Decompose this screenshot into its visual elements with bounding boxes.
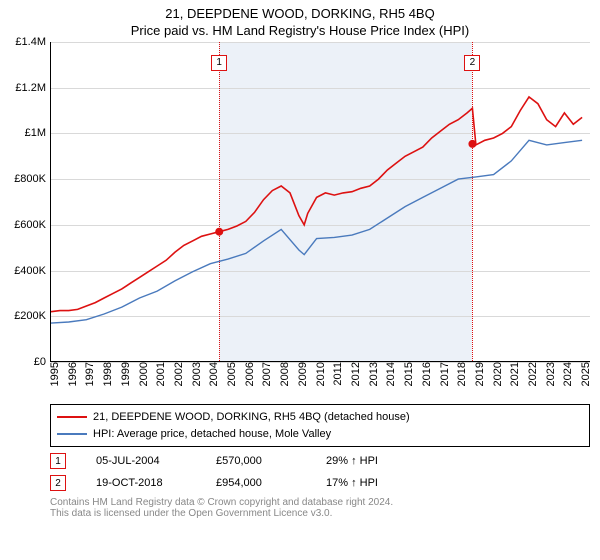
x-axis-label: 2011 bbox=[328, 362, 344, 386]
x-axis-label: 2023 bbox=[541, 362, 557, 386]
y-axis-label: £1.4M bbox=[15, 36, 50, 48]
sale-date: 05-JUL-2004 bbox=[96, 455, 186, 467]
sale-point bbox=[215, 228, 223, 236]
legend-label: HPI: Average price, detached house, Mole… bbox=[93, 426, 331, 443]
legend-row: 21, DEEPDENE WOOD, DORKING, RH5 4BQ (det… bbox=[57, 409, 583, 426]
x-axis-label: 2000 bbox=[134, 362, 150, 386]
x-axis-label: 2021 bbox=[505, 362, 521, 386]
x-axis-label: 1998 bbox=[98, 362, 114, 386]
title-subtitle: Price paid vs. HM Land Registry's House … bbox=[0, 23, 600, 38]
sale-point bbox=[468, 140, 476, 148]
plot-inner: 12 bbox=[50, 42, 590, 362]
chart-area: 12 £0£200K£400K£600K£800K£1M£1.2M£1.4M19… bbox=[50, 42, 590, 362]
chart-container: 21, DEEPDENE WOOD, DORKING, RH5 4BQ Pric… bbox=[0, 0, 600, 519]
x-axis-label: 2003 bbox=[187, 362, 203, 386]
legend-swatch bbox=[57, 433, 87, 435]
chart-svg bbox=[51, 42, 591, 362]
footer: Contains HM Land Registry data © Crown c… bbox=[50, 497, 590, 519]
y-axis-label: £400K bbox=[14, 265, 50, 277]
x-axis-label: 2020 bbox=[488, 362, 504, 386]
x-axis-label: 2013 bbox=[364, 362, 380, 386]
sale-date: 19-OCT-2018 bbox=[96, 477, 186, 489]
x-axis-label: 2012 bbox=[346, 362, 362, 386]
x-axis-label: 2018 bbox=[452, 362, 468, 386]
x-axis-label: 1997 bbox=[80, 362, 96, 386]
x-axis-label: 2022 bbox=[523, 362, 539, 386]
x-axis-label: 2004 bbox=[204, 362, 220, 386]
series-price_paid bbox=[51, 97, 582, 312]
x-axis-label: 2009 bbox=[293, 362, 309, 386]
y-axis-label: £1M bbox=[25, 127, 50, 139]
sale-marker-icon: 1 bbox=[50, 453, 66, 469]
sale-delta: 17% ↑ HPI bbox=[326, 477, 378, 489]
legend-swatch bbox=[57, 416, 87, 418]
y-axis-label: £1.2M bbox=[15, 82, 50, 94]
x-axis-label: 2008 bbox=[275, 362, 291, 386]
x-axis-label: 2016 bbox=[417, 362, 433, 386]
x-axis-label: 1996 bbox=[63, 362, 79, 386]
footer-line1: Contains HM Land Registry data © Crown c… bbox=[50, 497, 590, 508]
legend-row: HPI: Average price, detached house, Mole… bbox=[57, 426, 583, 443]
title-block: 21, DEEPDENE WOOD, DORKING, RH5 4BQ Pric… bbox=[0, 0, 600, 42]
x-axis-label: 1995 bbox=[45, 362, 61, 386]
sales-table: 1 05-JUL-2004 £570,000 29% ↑ HPI 2 19-OCT-201… bbox=[50, 453, 590, 491]
x-axis-label: 2005 bbox=[222, 362, 238, 386]
y-axis-label: £800K bbox=[14, 173, 50, 185]
sale-marker-icon: 2 bbox=[50, 475, 66, 491]
x-axis-label: 2006 bbox=[240, 362, 256, 386]
sale-row: 1 05-JUL-2004 £570,000 29% ↑ HPI bbox=[50, 453, 590, 469]
x-axis-label: 1999 bbox=[116, 362, 132, 386]
x-axis-label: 2025 bbox=[576, 362, 592, 386]
x-axis-label: 2019 bbox=[470, 362, 486, 386]
x-axis-label: 2017 bbox=[435, 362, 451, 386]
legend-label: 21, DEEPDENE WOOD, DORKING, RH5 4BQ (det… bbox=[93, 409, 410, 426]
series-hpi bbox=[51, 140, 582, 323]
sale-row: 2 19-OCT-2018 £954,000 17% ↑ HPI bbox=[50, 475, 590, 491]
legend: 21, DEEPDENE WOOD, DORKING, RH5 4BQ (det… bbox=[50, 404, 590, 447]
x-axis-label: 2014 bbox=[381, 362, 397, 386]
sale-price: £570,000 bbox=[216, 455, 296, 467]
title-address: 21, DEEPDENE WOOD, DORKING, RH5 4BQ bbox=[0, 6, 600, 21]
footer-line2: This data is licensed under the Open Gov… bbox=[50, 508, 590, 519]
y-axis-label: £200K bbox=[14, 310, 50, 322]
y-axis-label: £600K bbox=[14, 219, 50, 231]
x-axis-label: 2024 bbox=[558, 362, 574, 386]
x-axis-label: 2007 bbox=[257, 362, 273, 386]
sale-delta: 29% ↑ HPI bbox=[326, 455, 378, 467]
x-axis-label: 2015 bbox=[399, 362, 415, 386]
sale-price: £954,000 bbox=[216, 477, 296, 489]
x-axis-label: 2010 bbox=[311, 362, 327, 386]
x-axis-label: 2002 bbox=[169, 362, 185, 386]
x-axis-label: 2001 bbox=[151, 362, 167, 386]
